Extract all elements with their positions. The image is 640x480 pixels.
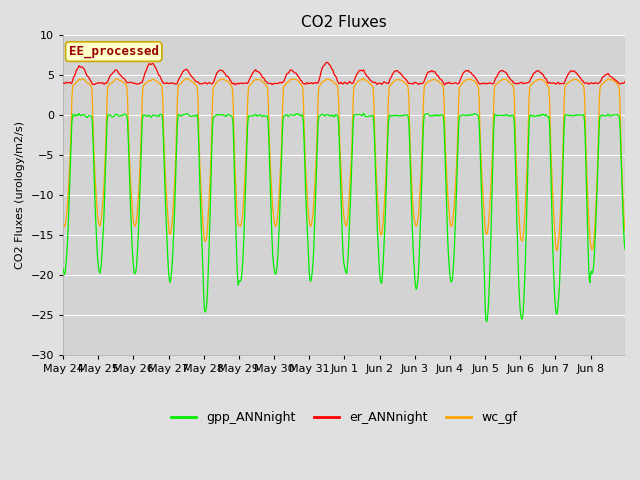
Y-axis label: CO2 Fluxes (urology/m2/s): CO2 Fluxes (urology/m2/s) <box>15 121 25 269</box>
Text: EE_processed: EE_processed <box>68 45 159 58</box>
Legend: gpp_ANNnight, er_ANNnight, wc_gf: gpp_ANNnight, er_ANNnight, wc_gf <box>166 406 522 429</box>
Title: CO2 Fluxes: CO2 Fluxes <box>301 15 387 30</box>
